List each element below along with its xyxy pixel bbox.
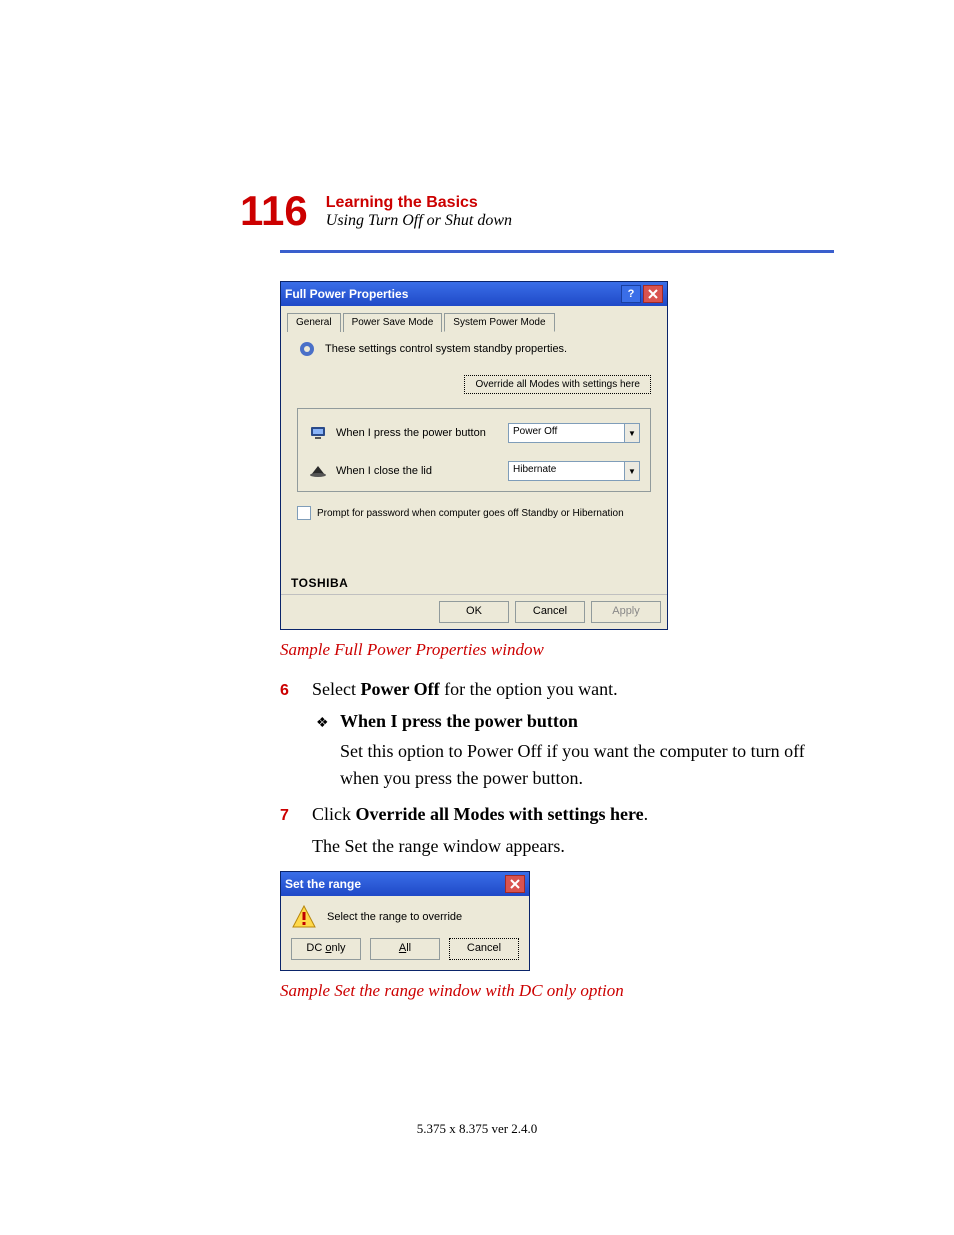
chevron-down-icon: ▼ [624, 462, 639, 480]
step-6: 6 Select Power Off for the option you wa… [280, 676, 834, 702]
cancel-button[interactable]: Cancel [449, 938, 519, 960]
close-icon [648, 289, 658, 299]
power-button-select[interactable]: Power Off ▼ [508, 423, 640, 443]
brand-label: TOSHIBA [281, 576, 667, 594]
tab-power-save-mode[interactable]: Power Save Mode [343, 313, 443, 332]
close-lid-value: Hibernate [509, 462, 624, 480]
warning-icon [291, 904, 317, 930]
section-title: Using Turn Off or Shut down [326, 212, 512, 230]
bullet-label: When I press the power button [340, 708, 578, 734]
bullet-power-button: ❖ When I press the power button [316, 708, 834, 734]
tab-description: These settings control system standby pr… [325, 343, 567, 355]
range-message: Select the range to override [327, 911, 462, 923]
close-button[interactable] [505, 875, 525, 893]
prompt-password-label: Prompt for password when computer goes o… [317, 508, 624, 519]
tab-system-power-mode[interactable]: System Power Mode [444, 313, 554, 332]
bullet-description: Set this option to Power Off if you want… [340, 738, 834, 790]
page-number: 116 [240, 190, 308, 232]
laptop-lid-icon [308, 461, 328, 481]
chapter-title: Learning the Basics [326, 194, 512, 212]
close-lid-select[interactable]: Hibernate ▼ [508, 461, 640, 481]
step-7-description: The Set the range window appears. [312, 833, 834, 859]
dialog-button-row: OK Cancel Apply [281, 594, 667, 629]
page-footer: 5.375 x 8.375 ver 2.4.0 [120, 1121, 834, 1137]
help-button[interactable]: ? [621, 285, 641, 303]
step-number: 6 [280, 679, 312, 702]
window-titlebar: Full Power Properties ? [281, 282, 667, 306]
window-title: Set the range [285, 877, 503, 891]
chevron-down-icon: ▼ [624, 424, 639, 442]
override-all-modes-button[interactable]: Override all Modes with settings here [464, 375, 651, 394]
step-7: 7 Click Override all Modes with settings… [280, 801, 834, 827]
gear-icon [297, 339, 317, 359]
tab-strip: General Power Save Mode System Power Mod… [281, 306, 667, 331]
page-header: 116 Learning the Basics Using Turn Off o… [240, 190, 834, 232]
close-lid-label: When I close the lid [336, 465, 500, 477]
window-titlebar: Set the range [281, 872, 529, 896]
all-button[interactable]: All [370, 938, 440, 960]
step-7-text: Click Override all Modes with settings h… [312, 801, 648, 827]
ok-button[interactable]: OK [439, 601, 509, 623]
close-icon [510, 879, 520, 889]
figure-full-power-properties: Full Power Properties ? General Power Sa… [280, 281, 834, 660]
cancel-button[interactable]: Cancel [515, 601, 585, 623]
full-power-properties-window: Full Power Properties ? General Power Sa… [280, 281, 668, 630]
tab-content: These settings control system standby pr… [287, 331, 661, 570]
tab-general[interactable]: General [287, 313, 341, 332]
step-number: 7 [280, 804, 312, 827]
power-actions-group: When I press the power button Power Off … [297, 408, 651, 492]
prompt-password-checkbox[interactable] [297, 506, 311, 520]
header-rule [280, 250, 834, 253]
bullet-icon: ❖ [316, 714, 340, 734]
set-the-range-window: Set the range Select the range to overri… [280, 871, 530, 971]
apply-button[interactable]: Apply [591, 601, 661, 623]
power-button-value: Power Off [509, 424, 624, 442]
figure-caption-1: Sample Full Power Properties window [280, 640, 834, 660]
monitor-icon [308, 423, 328, 443]
power-button-label: When I press the power button [336, 427, 500, 439]
step-6-text: Select Power Off for the option you want… [312, 676, 618, 702]
window-title: Full Power Properties [285, 287, 619, 301]
figure-caption-2: Sample Set the range window with DC only… [280, 981, 834, 1001]
close-button[interactable] [643, 285, 663, 303]
dc-only-button[interactable]: DC only [291, 938, 361, 960]
